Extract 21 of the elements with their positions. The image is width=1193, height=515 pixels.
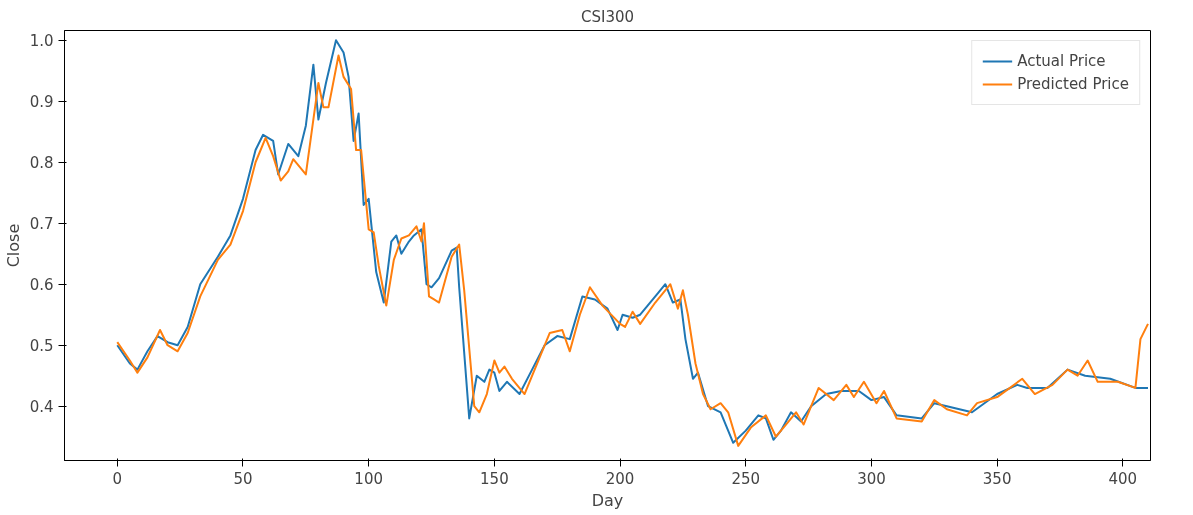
y-tick-label: 0.8 (29, 154, 54, 173)
x-tick-label: 200 (605, 469, 635, 488)
y-tick-label: 0.4 (29, 398, 54, 417)
y-axis-title: Close (3, 223, 23, 268)
x-tick-label: 350 (982, 469, 1012, 488)
x-tick-label: 50 (233, 469, 253, 488)
y-tick-label: 0.9 (29, 93, 54, 112)
y-tick-label: 0.6 (29, 276, 54, 295)
x-tick-label: 150 (480, 469, 509, 488)
legend-label: Predicted Price (1017, 75, 1129, 93)
x-tick-label: 0 (112, 469, 123, 488)
x-tick-label: 250 (731, 469, 761, 488)
y-tick-label: 0.7 (29, 215, 54, 234)
x-axis-title: Day (591, 490, 624, 510)
x-tick-label: 400 (1108, 469, 1138, 488)
y-tick-label: 0.5 (29, 337, 54, 356)
legend-label: Actual Price (1017, 52, 1106, 70)
y-tick-label: 1.0 (29, 32, 54, 51)
x-tick-label: 100 (354, 469, 384, 488)
x-tick-label: 300 (857, 469, 886, 488)
chart-title: CSI300 (580, 7, 635, 26)
